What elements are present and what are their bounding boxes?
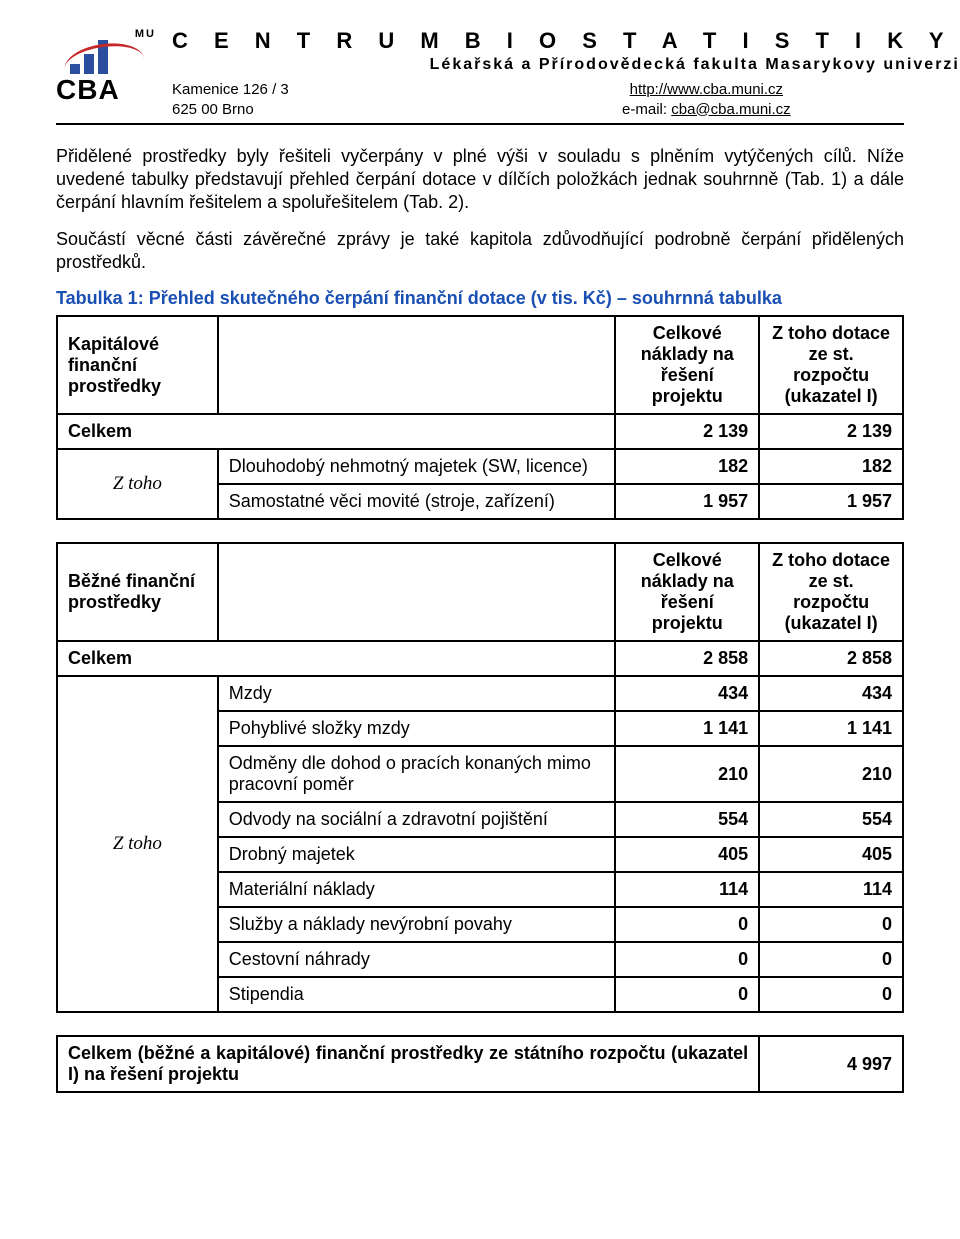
th-cost: Celkové náklady na řešení projektu — [615, 316, 759, 414]
td-num: 182 — [759, 449, 903, 484]
th-empty — [218, 316, 616, 414]
table-row: Běžné finanční prostředky Celkové náklad… — [57, 543, 903, 641]
header-contact-row: Kamenice 126 / 3 625 00 Brno http://www.… — [172, 80, 960, 119]
td-num: 2 139 — [759, 414, 903, 449]
td-ztoho: Z toho — [57, 449, 218, 519]
td-desc: Stipendia — [218, 977, 616, 1012]
table-row: Z toho Mzdy 434 434 — [57, 676, 903, 711]
table-kapitalove: Kapitálové finanční prostředky Celkové n… — [56, 315, 904, 520]
header-title-main: C E N T R U M B I O S T A T I S T I K Y … — [172, 28, 960, 54]
td-num: 182 — [615, 449, 759, 484]
td-num: 114 — [615, 872, 759, 907]
table-row: Celkem 2 858 2 858 — [57, 641, 903, 676]
td-grand-total-value: 4 997 — [759, 1036, 903, 1092]
td-num: 0 — [759, 942, 903, 977]
td-num: 2 858 — [759, 641, 903, 676]
td-grand-total-label: Celkem (běžné a kapitálové) finanční pro… — [57, 1036, 759, 1092]
header-title-sub: Lékařská a Přírodovědecká fakulta Masary… — [172, 56, 960, 74]
td-desc: Cestovní náhrady — [218, 942, 616, 977]
logo-mu-text: MU — [56, 28, 156, 40]
table-row: Z toho Dlouhodobý nehmotný majetek (SW, … — [57, 449, 903, 484]
td-desc: Samostatné věci movité (stroje, zařízení… — [218, 484, 616, 519]
td-desc: Odměny dle dohod o pracích konaných mimo… — [218, 746, 616, 802]
table1-caption: Tabulka 1: Přehled skutečného čerpání fi… — [56, 288, 904, 309]
td-num: 434 — [759, 676, 903, 711]
td-num: 1 141 — [615, 711, 759, 746]
address-line1: Kamenice 126 / 3 — [172, 80, 289, 100]
th-empty — [218, 543, 616, 641]
paragraph-1: Přidělené prostředky byly řešiteli vyčer… — [56, 145, 904, 214]
td-desc: Materiální náklady — [218, 872, 616, 907]
td-num: 554 — [759, 802, 903, 837]
table-row: Kapitálové finanční prostředky Celkové n… — [57, 316, 903, 414]
td-num: 1 957 — [615, 484, 759, 519]
td-num: 2 139 — [615, 414, 759, 449]
paragraph-2: Součástí věcné části závěrečné zprávy je… — [56, 228, 904, 274]
td-desc: Odvody na sociální a zdravotní pojištění — [218, 802, 616, 837]
th-kap-header: Kapitálové finanční prostředky — [57, 316, 218, 414]
td-num: 0 — [759, 977, 903, 1012]
th-bezne-header: Běžné finanční prostředky — [57, 543, 218, 641]
td-desc: Mzdy — [218, 676, 616, 711]
table-grand-total: Celkem (běžné a kapitálové) finanční pro… — [56, 1035, 904, 1093]
page-header: MU CBA C E N T R U M B I O S T A T I S T… — [56, 28, 904, 125]
table-row: Celkem 2 139 2 139 — [57, 414, 903, 449]
td-num: 114 — [759, 872, 903, 907]
header-address: Kamenice 126 / 3 625 00 Brno — [172, 80, 289, 119]
td-num: 1 141 — [759, 711, 903, 746]
th-cost: Celkové náklady na řešení projektu — [615, 543, 759, 641]
td-num: 2 858 — [615, 641, 759, 676]
td-celkem: Celkem — [57, 414, 615, 449]
td-num: 0 — [615, 942, 759, 977]
td-num: 405 — [759, 837, 903, 872]
cba-logo: MU CBA — [56, 28, 156, 106]
address-line2: 625 00 Brno — [172, 100, 289, 120]
td-desc: Drobný majetek — [218, 837, 616, 872]
header-web-link[interactable]: http://www.cba.muni.cz — [630, 81, 783, 98]
td-num: 0 — [615, 977, 759, 1012]
logo-cba-text: CBA — [56, 74, 120, 106]
th-dotace: Z toho dotace ze st. rozpočtu (ukazatel … — [759, 316, 903, 414]
td-num: 210 — [615, 746, 759, 802]
table-row: Celkem (běžné a kapitálové) finanční pro… — [57, 1036, 903, 1092]
td-num: 0 — [615, 907, 759, 942]
th-dotace: Z toho dotace ze st. rozpočtu (ukazatel … — [759, 543, 903, 641]
header-web-email: http://www.cba.muni.cz e-mail: cba@cba.m… — [622, 80, 791, 119]
td-desc: Služby a náklady nevýrobní povahy — [218, 907, 616, 942]
td-num: 0 — [759, 907, 903, 942]
td-ztoho: Z toho — [57, 676, 218, 1012]
td-num: 210 — [759, 746, 903, 802]
logo-chart-icon — [64, 40, 144, 74]
td-num: 434 — [615, 676, 759, 711]
td-num: 554 — [615, 802, 759, 837]
table-bezne: Běžné finanční prostředky Celkové náklad… — [56, 542, 904, 1013]
header-email-label: e-mail: — [622, 101, 671, 118]
td-desc: Dlouhodobý nehmotný majetek (SW, licence… — [218, 449, 616, 484]
td-desc: Pohyblivé složky mzdy — [218, 711, 616, 746]
td-celkem: Celkem — [57, 641, 615, 676]
header-email-link[interactable]: cba@cba.muni.cz — [671, 101, 790, 118]
td-num: 405 — [615, 837, 759, 872]
td-num: 1 957 — [759, 484, 903, 519]
header-title-block: C E N T R U M B I O S T A T I S T I K Y … — [172, 28, 960, 119]
